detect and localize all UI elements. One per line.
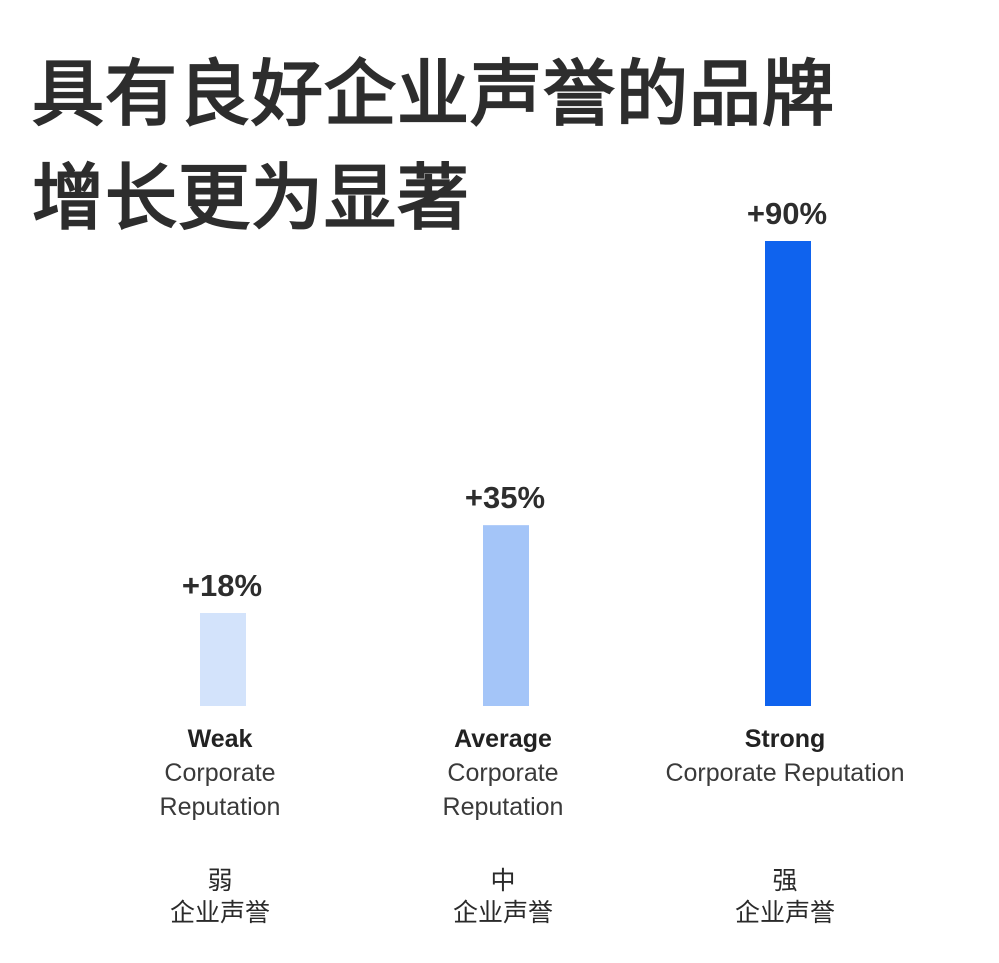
value-label-weak: +18% bbox=[182, 568, 262, 603]
title-line-1: 具有良好企业声誉的品牌 bbox=[32, 52, 836, 136]
chart-title: 具有良好企业声誉的品牌 增长更为显著 bbox=[32, 42, 972, 250]
category-level-weak: Weak bbox=[188, 725, 253, 753]
value-label-average: +35% bbox=[465, 480, 545, 515]
category-level-strong: Strong bbox=[745, 725, 826, 753]
category-cn-level-average: 中 bbox=[490, 866, 515, 895]
category-cn-label-average: 企业声誉 bbox=[453, 898, 553, 927]
bar-average bbox=[483, 525, 529, 706]
category-en-line-weak-1: Corporate bbox=[164, 759, 275, 787]
bar-weak bbox=[200, 613, 246, 706]
title-line-2: 增长更为显著 bbox=[32, 156, 471, 240]
category-level-average: Average bbox=[454, 725, 552, 753]
value-label-strong: +90% bbox=[747, 196, 827, 231]
category-cn-level-weak: 弱 bbox=[207, 866, 232, 895]
category-en-line-average-1: Corporate bbox=[447, 759, 558, 787]
category-cn-level-strong: 强 bbox=[772, 866, 797, 895]
bar-strong bbox=[765, 241, 811, 706]
category-cn-label-strong: 企业声誉 bbox=[735, 898, 835, 927]
category-en-line-weak-2: Reputation bbox=[160, 793, 281, 821]
category-en-line-strong-1: Corporate Reputation bbox=[665, 759, 904, 787]
category-en-line-average-2: Reputation bbox=[443, 793, 564, 821]
category-cn-label-weak: 企业声誉 bbox=[170, 898, 270, 927]
